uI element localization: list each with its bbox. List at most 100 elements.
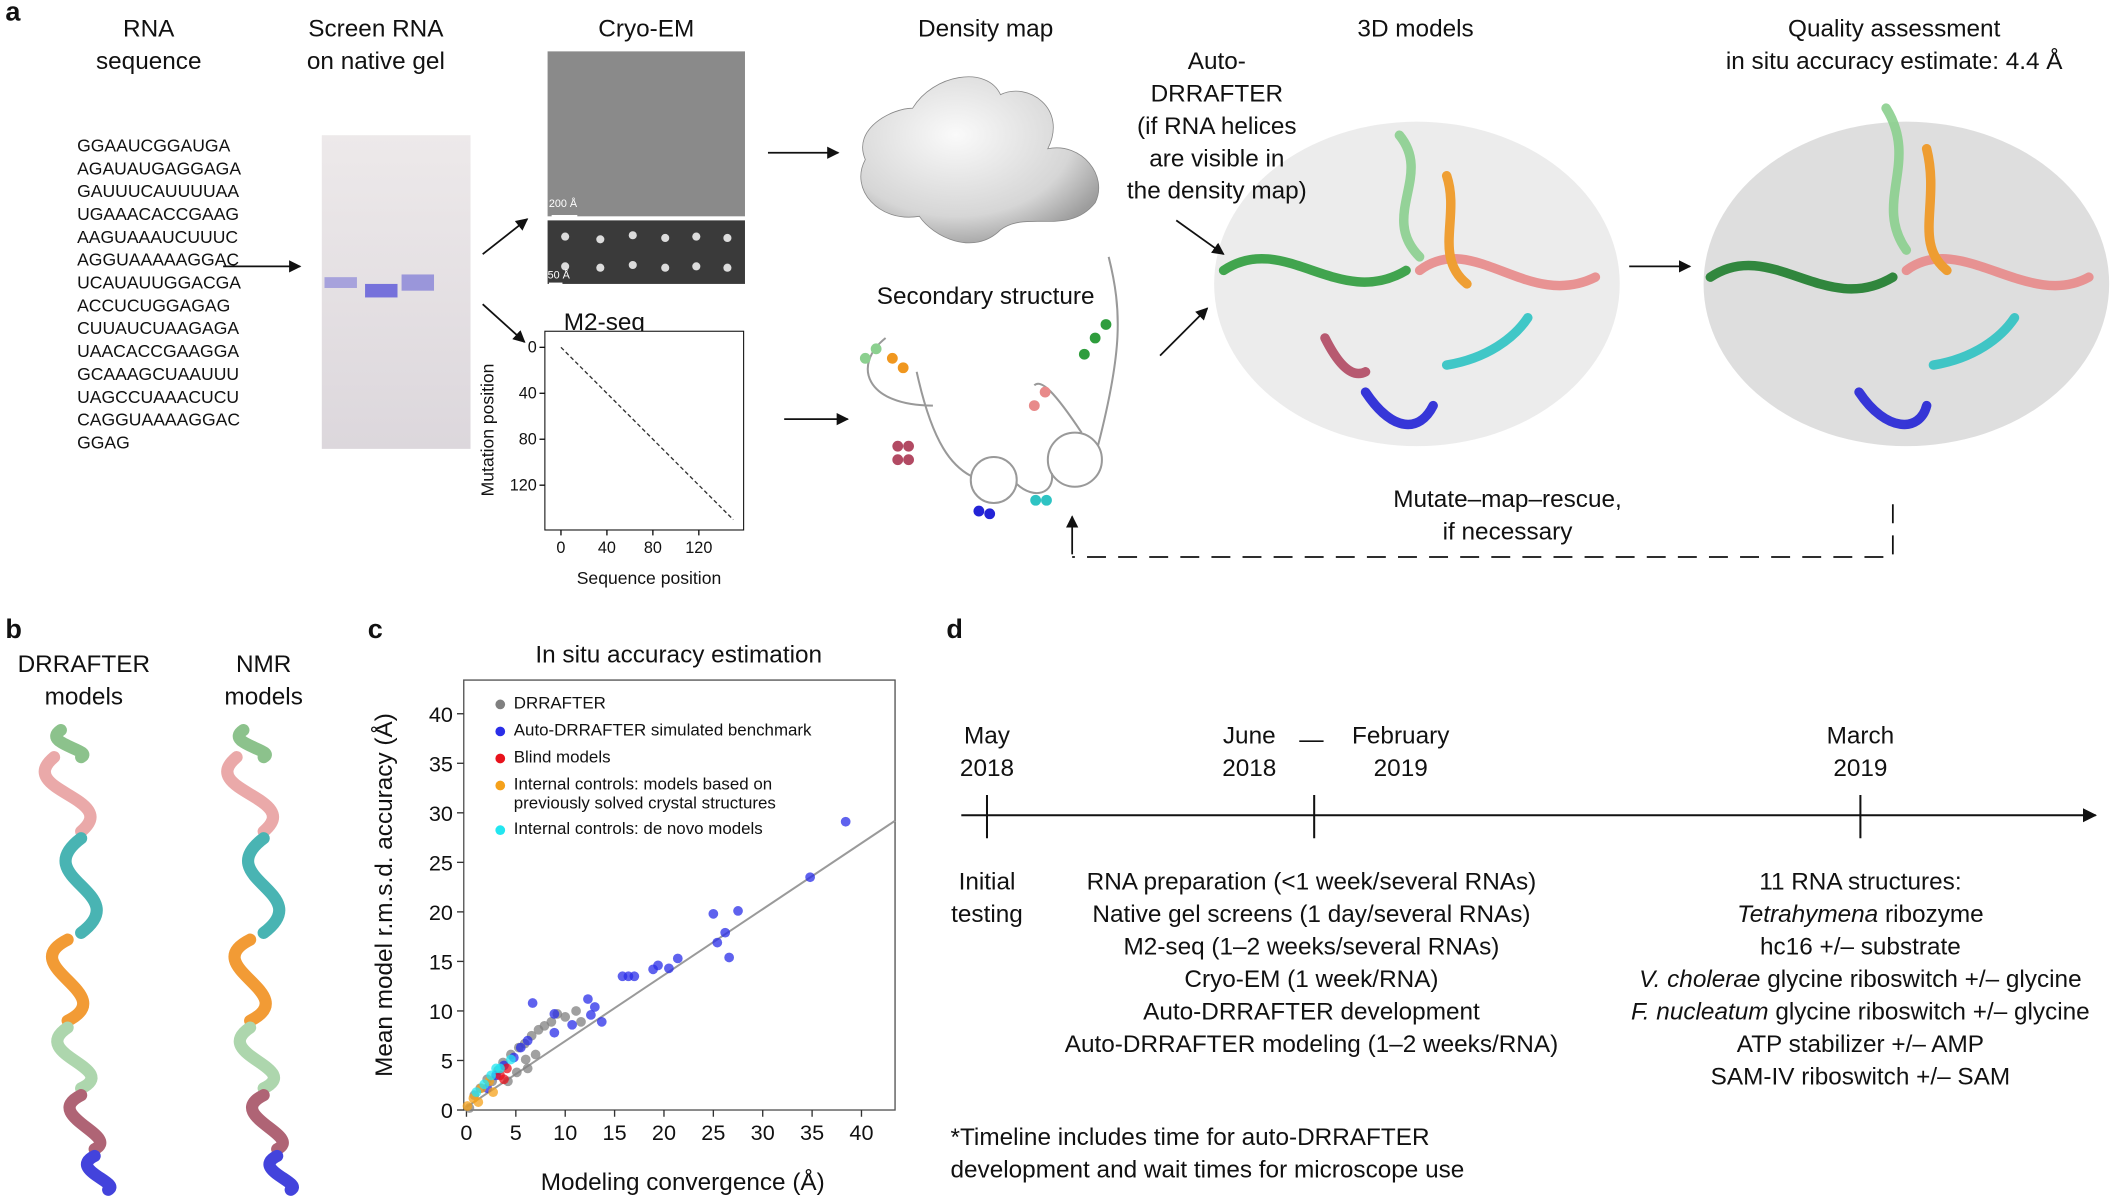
timeline-date: May [964, 723, 1011, 750]
timeline-activity: V. cholerae glycine riboswitch +/– glyci… [1639, 966, 2081, 993]
sequence-line: GCAAAGCUAAUUU [77, 364, 239, 384]
x-tick-label: 10 [553, 1120, 577, 1145]
plot-frame [463, 679, 896, 1111]
timeline-date: March [1827, 723, 1895, 750]
y-tick-label: 20 [429, 900, 453, 925]
timeline-date: June [1223, 723, 1276, 750]
x-tick-label: 40 [849, 1120, 873, 1145]
x-axis-label: Sequence position [577, 568, 722, 588]
point [549, 1027, 560, 1038]
x-tick-label: 25 [701, 1120, 725, 1145]
step-note: (if RNA helices [1137, 113, 1297, 140]
sequence-line: GGAAUCGGAUGA [77, 135, 230, 155]
italic-term: V. cholerae [1639, 966, 1760, 993]
point [712, 937, 723, 948]
point [479, 1079, 490, 1090]
point [488, 1087, 498, 1098]
italic-term: F. nucleatum [1631, 998, 1769, 1025]
panel-label: d [946, 614, 963, 644]
x-tick-label: 0 [556, 539, 565, 557]
sequence-line: AGAUAUGAGGAGA [77, 158, 241, 178]
chart-title: In situ accuracy estimation [535, 641, 822, 668]
sequence-line: CUUAUCUAAGAGA [77, 318, 239, 338]
date-range-dash: — [1299, 727, 1324, 754]
point [530, 1049, 541, 1060]
legend-marker [495, 699, 506, 710]
step-title: Cryo-EM [598, 16, 694, 43]
timeline-activity: Auto-DRRAFTER modeling (1–2 weeks/RNA) [1065, 1031, 1558, 1058]
step-title: RNA [123, 16, 175, 43]
sequence-line: UCAUAUUGGACGA [77, 273, 241, 293]
point [511, 1067, 522, 1078]
point [724, 952, 735, 963]
point [840, 816, 851, 827]
y-tick-label: 40 [519, 385, 537, 403]
timeline-date: 2019 [1833, 755, 1887, 782]
y-tick-label: 40 [429, 702, 453, 727]
step-title: Density map [918, 16, 1053, 43]
x-tick-label: 40 [598, 539, 616, 557]
y-tick-label: 0 [528, 339, 537, 357]
point [672, 953, 683, 964]
activity-text: glycine riboswitch +/– glycine [1760, 966, 2081, 993]
y-tick-label: 0 [441, 1098, 453, 1123]
step-title: Quality assessment [1788, 16, 2001, 43]
point [586, 1010, 596, 1020]
x-axis-label: Modeling convergence (Å) [541, 1168, 825, 1196]
decoration [39, 51, 2110, 1196]
point [805, 872, 815, 883]
model-title: NMR [236, 651, 291, 678]
sequence-line: UGAAACACCGAAG [77, 204, 239, 224]
panel-label: b [5, 614, 22, 644]
x-tick-label: 20 [652, 1120, 676, 1145]
legend-entry: Internal controls: de novo models [513, 819, 763, 839]
point [506, 1054, 516, 1065]
legend-label: Auto-DRRAFTER simulated benchmark [513, 720, 812, 740]
legend-entry: Internal controls: models based on previ… [514, 775, 776, 813]
step-title: Secondary structure [877, 283, 1095, 310]
x-tick-label: 5 [510, 1120, 522, 1145]
timeline-activity: Tetrahymena ribozyme [1737, 901, 1984, 928]
point [648, 964, 658, 975]
footnote: development and wait times for microscop… [950, 1157, 1464, 1184]
legend-entry: DRRAFTER [513, 693, 606, 713]
sequence-line: GAUUUCAUUUUAA [77, 181, 239, 201]
activity-text: ribozyme [1878, 901, 1983, 928]
panel-label: c [368, 614, 383, 644]
y-tick-label: 80 [519, 431, 537, 449]
y-axis-label: Mean model r.m.s.d. accuracy (Å) [370, 713, 398, 1077]
timeline-activity: testing [951, 901, 1023, 928]
point [473, 1097, 484, 1107]
x-tick-label: 80 [644, 539, 662, 557]
timeline-date: February [1352, 723, 1450, 750]
timeline-activity: M2-seq (1–2 weeks/several RNAs) [1124, 934, 1500, 961]
y-tick-label: 120 [510, 477, 537, 495]
activity-text: glycine riboswitch +/– glycine [1769, 998, 2090, 1025]
point [527, 998, 538, 1008]
x-tick-label: 35 [800, 1120, 824, 1145]
point [596, 1016, 607, 1027]
legend-label: DRRAFTER [513, 693, 606, 713]
point [549, 1009, 560, 1019]
point [462, 1101, 473, 1111]
timeline-activity: RNA preparation (<1 week/several RNAs) [1087, 869, 1537, 896]
panel-label: a [5, 0, 21, 26]
legend-label: Blind models [513, 747, 611, 767]
legend-label: Internal controls: de novo models [513, 819, 763, 839]
content: a b c d RNA sequence GGAAUCGGAUGA AGAUAUGAGGAGA… [5, 0, 2098, 1196]
point [664, 963, 674, 974]
point [733, 906, 743, 916]
sequence-line: CAGGUAAAAGGAC [77, 410, 240, 430]
y-tick-label: 5 [441, 1049, 453, 1074]
timeline-activity: Initial [959, 869, 1016, 896]
legend-marker [495, 780, 506, 791]
sequence-line: AAGUAAAUCUUUC [77, 227, 238, 247]
sequence-line: UAGCCUAAACUCU [77, 387, 239, 407]
timeline-activity: SAM-IV riboswitch +/– SAM [1711, 1063, 2010, 1090]
x-tick-label: 15 [603, 1120, 627, 1145]
timeline-activity: ATP stabilizer +/– AMP [1737, 1031, 1984, 1058]
x-tick-label: 120 [685, 539, 712, 557]
step-title: 3D models [1357, 16, 1473, 43]
